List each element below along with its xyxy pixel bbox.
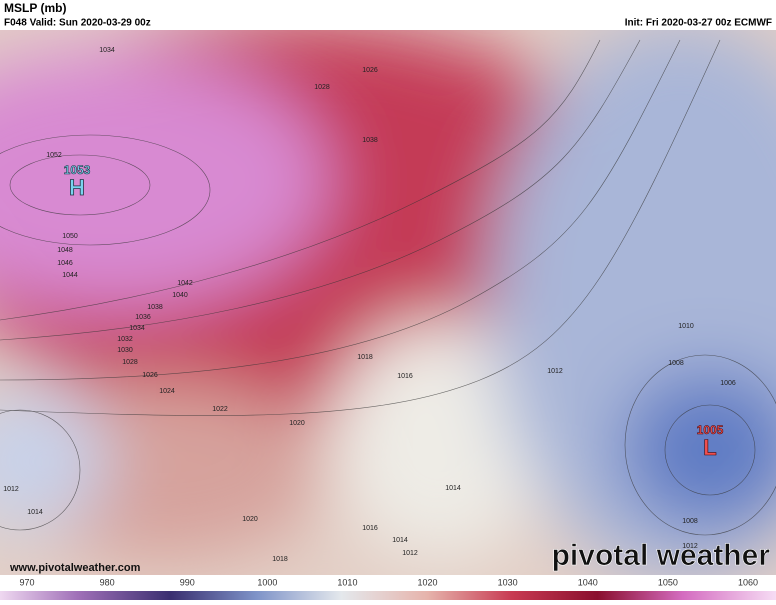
contour-label: 1014 <box>27 509 43 516</box>
contour-label: 1028 <box>122 359 138 366</box>
colorbar <box>0 591 776 600</box>
contour-label: 1048 <box>57 247 73 254</box>
contour-label: 1016 <box>362 525 378 532</box>
colorbar-tick-label: 1060 <box>738 577 758 587</box>
colorbar-tick-label: 1000 <box>257 577 277 587</box>
colorbar-tick-label: 1050 <box>658 577 678 587</box>
contour-label: 1044 <box>62 272 78 279</box>
contour-label: 1030 <box>117 347 133 354</box>
contour-label: 1008 <box>668 360 684 367</box>
contour-label: 1026 <box>142 372 158 379</box>
contour-label: 1018 <box>357 354 373 361</box>
low-label: L <box>703 435 716 460</box>
contour-label: 1026 <box>362 67 378 74</box>
brand: pivotal weather <box>552 539 771 572</box>
contour-label: 1024 <box>159 388 175 395</box>
colorbar-tick-label: 1030 <box>498 577 518 587</box>
contour-label: 1028 <box>314 84 330 91</box>
contour-label: 1040 <box>172 292 188 299</box>
contour-label: 1022 <box>212 406 228 413</box>
contour-label: 1012 <box>3 486 19 493</box>
high-label: H <box>69 175 85 200</box>
contour-label: 1046 <box>57 260 73 267</box>
contour-label: 1042 <box>177 280 193 287</box>
contour-label: 1006 <box>720 380 736 387</box>
site-url: www.pivotalweather.com <box>9 562 141 574</box>
contour-label: 1038 <box>147 304 163 311</box>
contour-label: 1016 <box>397 373 413 380</box>
contour-label: 1034 <box>99 47 115 54</box>
contour-label: 1050 <box>62 233 78 240</box>
contour-label: 1032 <box>117 336 133 343</box>
contour-label: 1014 <box>445 485 461 492</box>
contour-label: 1012 <box>682 543 698 550</box>
contour-label: 1038 <box>362 137 378 144</box>
header-bar <box>0 0 776 30</box>
contour-label: 1010 <box>678 323 694 330</box>
contour-label: 1034 <box>129 325 145 332</box>
title: MSLP (mb) <box>4 1 66 15</box>
contour-label: 1036 <box>135 314 151 321</box>
contour-label: 1008 <box>682 518 698 525</box>
contour-label: 1020 <box>242 516 258 523</box>
colorbar-tick-label: 1020 <box>418 577 438 587</box>
contour-label: 1012 <box>547 368 563 375</box>
colorbar-tick-label: 980 <box>100 577 115 587</box>
contour-label: 1018 <box>272 556 288 563</box>
low-pressure: 1005 <box>697 423 724 437</box>
valid-time: F048 Valid: Sun 2020-03-29 00z <box>4 18 151 29</box>
colorbar-tick-label: 1010 <box>337 577 357 587</box>
colorbar-tick-label: 1040 <box>578 577 598 587</box>
colorbar-tick-label: 990 <box>180 577 195 587</box>
init-time: Init: Fri 2020-03-27 00z ECMWF <box>625 18 772 29</box>
map-field <box>0 30 776 575</box>
contour-label: 1012 <box>402 550 418 557</box>
contour-label: 1020 <box>289 420 305 427</box>
colorbar-tick-label: 970 <box>19 577 34 587</box>
contour-label: 1052 <box>46 152 62 159</box>
contour-label: 1014 <box>392 537 408 544</box>
high-pressure: 1053 <box>64 163 91 177</box>
